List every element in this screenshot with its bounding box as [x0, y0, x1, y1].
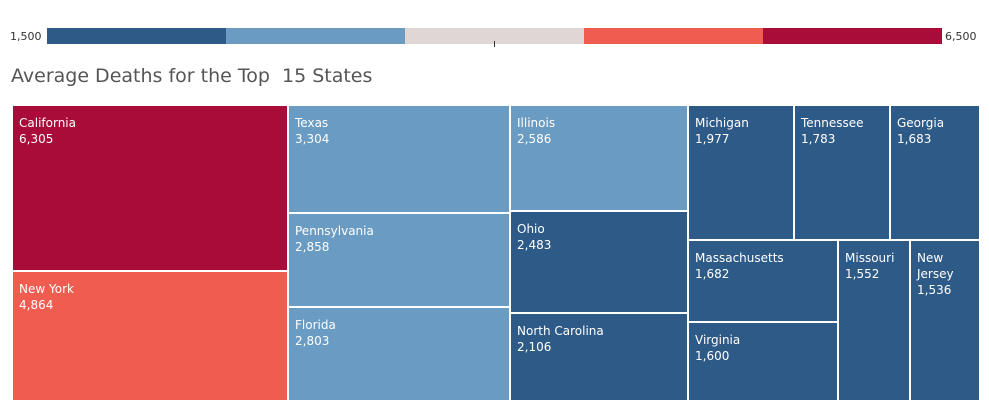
tile-name-label: Florida: [295, 318, 336, 332]
tile-name-label: Michigan: [695, 116, 749, 130]
tile-value-label: 2,483: [517, 238, 552, 252]
tile-value-label: 1,536: [917, 283, 952, 297]
tile-california[interactable]: California 6,305: [12, 105, 288, 271]
tile-value-label: 1,600: [695, 349, 730, 363]
legend-color-bar: [47, 28, 942, 44]
tile-name-label: Virginia: [695, 333, 741, 347]
tile-value-label: 2,106: [517, 340, 552, 354]
tile-tennessee[interactable]: Tennessee 1,783: [794, 105, 890, 240]
tile-virginia[interactable]: Virginia 1,600: [688, 322, 838, 401]
tile-massachusetts[interactable]: Massachusetts 1,682: [688, 240, 838, 322]
legend-min-label: 1,500: [10, 30, 42, 43]
legend-step-3: [405, 28, 584, 44]
legend-step-1: [47, 28, 226, 44]
tile-north-carolina[interactable]: North Carolina 2,106: [510, 313, 688, 401]
tile-value-label: 1,977: [695, 132, 730, 146]
chart-title: Average Deaths for the Top 15 States: [11, 65, 373, 87]
tile-name-label: New Jersey: [917, 251, 954, 281]
legend-max-label: 6,500: [945, 30, 977, 43]
tile-value-label: 1,682: [695, 267, 730, 281]
tile-name-label: Illinois: [517, 116, 556, 130]
tile-missouri[interactable]: Missouri 1,552: [838, 240, 910, 401]
tile-name-label: Georgia: [897, 116, 945, 130]
tile-name-label: Texas: [295, 116, 329, 130]
tile-name-label: Missouri: [845, 251, 895, 265]
tile-ohio[interactable]: Ohio 2,483: [510, 211, 688, 313]
tile-texas[interactable]: Texas 3,304: [288, 105, 510, 213]
tile-name-label: North Carolina: [517, 324, 604, 338]
tile-value-label: 2,803: [295, 334, 330, 348]
legend-center-tick: [494, 41, 495, 47]
tile-name-label: California: [19, 116, 76, 130]
tile-name-label: New York: [19, 282, 74, 296]
legend-step-4: [584, 28, 763, 44]
tile-name-label: Massachusetts: [695, 251, 784, 265]
treemap: California 6,305 New York 4,864 Texas 3,304 Pe…: [12, 105, 980, 401]
tile-name-label: Pennsylvania: [295, 224, 374, 238]
color-legend: 1,500 6,500: [0, 20, 989, 50]
tile-georgia[interactable]: Georgia 1,683: [890, 105, 980, 240]
tile-value-label: 1,683: [897, 132, 932, 146]
tile-new-york[interactable]: New York 4,864: [12, 271, 288, 401]
tile-value-label: 3,304: [295, 132, 330, 146]
legend-step-5: [763, 28, 942, 44]
tile-value-label: 2,586: [517, 132, 552, 146]
tile-michigan[interactable]: Michigan 1,977: [688, 105, 794, 240]
tile-new-jersey[interactable]: New Jersey 1,536: [910, 240, 980, 401]
tile-illinois[interactable]: Illinois 2,586: [510, 105, 688, 211]
legend-step-2: [226, 28, 405, 44]
tile-value-label: 4,864: [19, 298, 54, 312]
tile-value-label: 6,305: [19, 132, 54, 146]
tile-value-label: 1,552: [845, 267, 880, 281]
tile-pennsylvania[interactable]: Pennsylvania 2,858: [288, 213, 510, 307]
tile-value-label: 2,858: [295, 240, 330, 254]
tile-name-label: Ohio: [517, 222, 545, 236]
tile-name-label: Tennessee: [801, 116, 864, 130]
tile-florida[interactable]: Florida 2,803: [288, 307, 510, 401]
tile-value-label: 1,783: [801, 132, 836, 146]
